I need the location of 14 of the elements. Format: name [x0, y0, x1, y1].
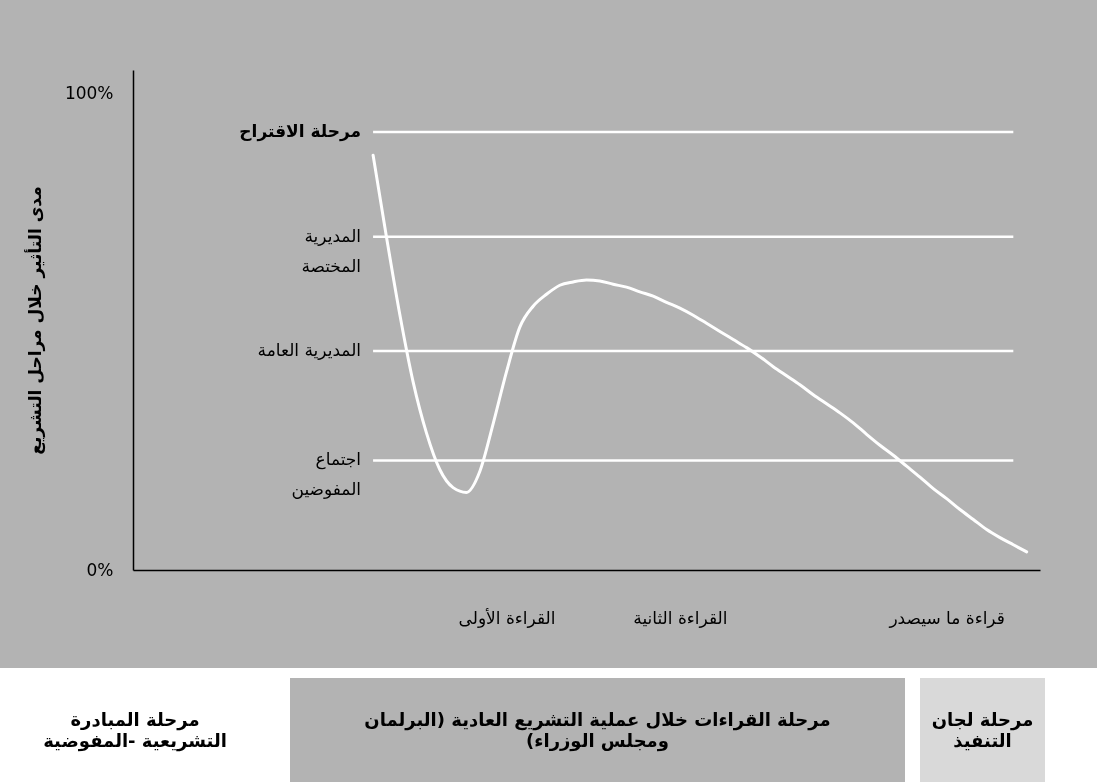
text: مرحلة لجان التنفيذ — [920, 678, 1045, 782]
ref-line-label: المديرية المختصة — [301, 225, 362, 276]
ref-line-label: المديرية العامة — [257, 339, 362, 360]
x-tick-label: القراءة الأولى — [458, 607, 556, 628]
ref-line-label: اجتماع المفوضين — [291, 449, 362, 500]
y-tick-label: 100% — [64, 83, 114, 104]
line-series — [371, 153, 1029, 554]
ref-line-label: مرحلة الاقتراح — [239, 120, 362, 142]
text: مرحلة القراءات خلال عملية التشريع العادية (البرلمان ومجلس الوزراء) — [290, 678, 905, 782]
x-tick-label: قراءة ما سيصدر — [888, 607, 1005, 628]
y-axis-title: مدى التأثير خلال مراحل التشريع — [23, 186, 46, 455]
y-tick-label: 0% — [86, 559, 114, 580]
text: مرحلة المبادرة التشريعية -المفوضية — [0, 678, 270, 782]
x-tick-label: القراءة الثانية — [633, 607, 728, 628]
